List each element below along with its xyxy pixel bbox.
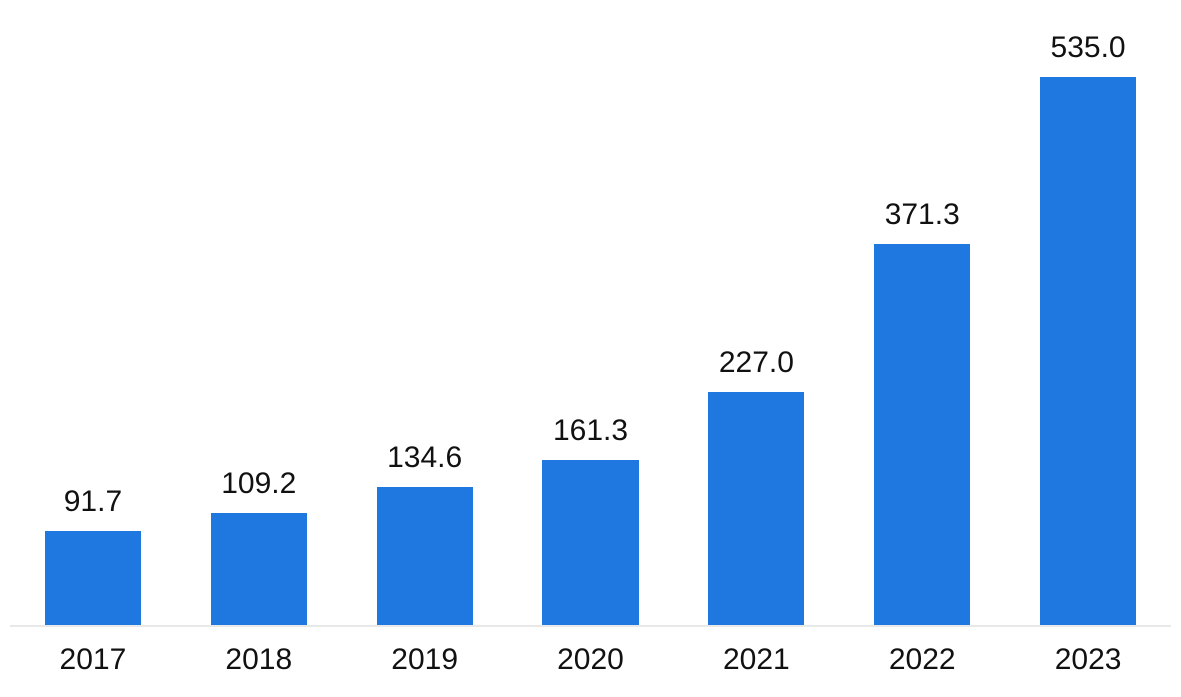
bar: [45, 531, 141, 625]
bar-value-label: 134.6: [342, 441, 508, 475]
x-axis-label: 2019: [342, 643, 508, 677]
x-axis-label: 2021: [673, 643, 839, 677]
bar: [874, 244, 970, 625]
x-axis-label: 2017: [10, 643, 176, 677]
bar: [1040, 77, 1136, 625]
x-axis-label: 2018: [176, 643, 342, 677]
bar-slot: 109.2: [176, 10, 342, 625]
bar: [211, 513, 307, 625]
bar-chart: 91.7109.2134.6161.3227.0371.3535.0 20172…: [0, 0, 1181, 697]
bar-value-label: 91.7: [10, 485, 176, 519]
bar: [377, 487, 473, 625]
bar-slot: 535.0: [1005, 10, 1171, 625]
bar-value-label: 161.3: [508, 414, 674, 448]
x-axis-label: 2023: [1005, 643, 1171, 677]
x-axis-label: 2022: [839, 643, 1005, 677]
bar-value-label: 109.2: [176, 467, 342, 501]
bar-slot: 161.3: [508, 10, 674, 625]
bar-value-label: 227.0: [673, 346, 839, 380]
plot-area: 91.7109.2134.6161.3 227.0 371.3 535.0: [10, 10, 1171, 625]
bar-slot: 371.3: [839, 10, 1005, 625]
bar: [708, 392, 804, 625]
bar-value-label: 371.3: [839, 198, 1005, 232]
bar-slot: 91.7: [10, 10, 176, 625]
bar: [542, 460, 638, 625]
bar-slot: 227.0: [673, 10, 839, 625]
bar-slot: 134.6: [342, 10, 508, 625]
x-axis-labels: 2017201820192020202120222023: [10, 643, 1171, 677]
x-axis-label: 2020: [508, 643, 674, 677]
x-axis-line: [10, 625, 1171, 627]
bar-value-label: 535.0: [1005, 31, 1171, 65]
